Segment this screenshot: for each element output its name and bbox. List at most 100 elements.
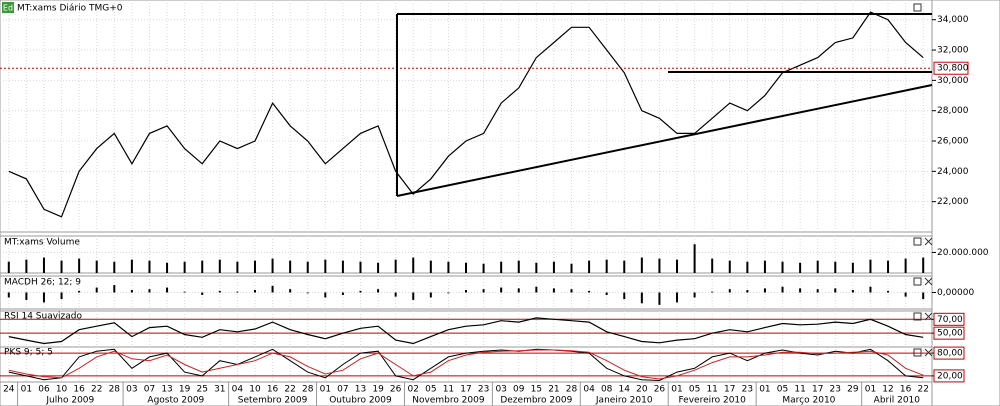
badge: Ed: [3, 4, 13, 13]
bar: [781, 286, 784, 293]
bar: [166, 262, 169, 273]
bar: [922, 257, 925, 273]
month-label: Novembro 2009: [412, 396, 485, 406]
bar: [253, 290, 256, 293]
bar: [693, 244, 696, 273]
bar: [341, 260, 344, 273]
bar: [359, 261, 362, 273]
bar: [922, 292, 925, 300]
bar: [25, 292, 28, 300]
bar: [253, 260, 256, 273]
bar: [763, 260, 766, 273]
x-tick-label: 20: [636, 385, 648, 395]
bar: [60, 260, 63, 273]
bar: [95, 260, 98, 273]
bar: [130, 290, 133, 293]
maximize-button[interactable]: [913, 237, 922, 246]
bar: [816, 260, 819, 273]
bar: [183, 291, 186, 293]
bar: [869, 286, 872, 293]
bar: [552, 261, 555, 273]
bar: [535, 286, 538, 293]
x-tick-label: 01: [671, 385, 682, 395]
y-tick-label: 70,00: [937, 315, 963, 325]
x-tick-label: 03: [126, 385, 137, 395]
bar: [482, 289, 485, 293]
x-tick-label: 01: [21, 385, 32, 395]
bar: [482, 263, 485, 273]
month-label: Agosto 2009: [147, 396, 204, 406]
bar: [377, 289, 380, 293]
panel-buttons: [913, 3, 933, 357]
bar: [799, 262, 802, 273]
close-button[interactable]: [924, 237, 933, 246]
y-tick-label: 24,000: [937, 167, 969, 177]
x-tick-label: 01: [320, 385, 331, 395]
x-tick-label: 29: [847, 385, 859, 395]
x-tick-label: 02: [408, 385, 419, 395]
x-tick-label: 05: [425, 385, 436, 395]
bar: [693, 292, 696, 298]
bar: [201, 292, 204, 295]
x-tick-label: 01: [865, 385, 876, 395]
bar: [676, 259, 679, 273]
x-tick-label: 25: [196, 385, 207, 395]
bar: [236, 291, 239, 293]
data-line: [8, 348, 924, 382]
close-button[interactable]: [924, 277, 933, 286]
x-tick-label: 23: [742, 385, 753, 395]
x-tick-label: 04: [232, 385, 244, 395]
bar: [570, 289, 573, 293]
bar: [359, 290, 362, 293]
maximize-button[interactable]: [913, 3, 922, 12]
x-tick-label: 22: [917, 385, 928, 395]
x-tick-label: 01: [759, 385, 770, 395]
maximize-button[interactable]: [913, 348, 922, 357]
month-label: Outubro 2009: [329, 396, 392, 406]
bar: [166, 287, 169, 293]
month-label: Abril 2010: [874, 396, 921, 406]
bar: [676, 292, 679, 303]
y-tick-label: 20.000.000: [937, 248, 989, 258]
x-tick-label: 17: [724, 385, 735, 395]
panel-title[interactable]: RSI 14 Suavizado: [4, 312, 83, 322]
bar: [412, 292, 415, 300]
bar: [658, 258, 661, 273]
bar: [465, 262, 467, 273]
panel-title[interactable]: MT:xams Diário TMG+0: [17, 4, 123, 14]
bar: [25, 259, 28, 273]
close-button[interactable]: [924, 312, 933, 321]
panel-title: PKS 9; 5; 5: [4, 348, 53, 358]
bar: [95, 287, 98, 293]
bar: [711, 291, 714, 293]
bar: [763, 288, 766, 293]
bar: [113, 285, 116, 293]
x-tick-label: 13: [355, 385, 366, 395]
x-tick-label: 31: [214, 385, 225, 395]
bar: [816, 289, 819, 293]
x-tick-label: 28: [109, 385, 121, 395]
x-tick-label: 23: [478, 385, 489, 395]
maximize-button[interactable]: [913, 312, 922, 321]
x-tick-label: 22: [284, 385, 295, 395]
bar: [904, 258, 907, 273]
maximize-button[interactable]: [913, 277, 922, 286]
panel-title: MACDH 26; 12; 9: [4, 278, 81, 288]
bar: [640, 257, 643, 273]
x-tick-label: 12: [882, 385, 893, 395]
bar: [429, 260, 432, 273]
bar: [42, 257, 45, 273]
x-tick-label: 17: [460, 385, 471, 395]
tick-label-box: [933, 346, 965, 360]
close-button[interactable]: [924, 348, 933, 357]
bar: [605, 259, 608, 273]
x-tick-label: 28: [302, 385, 314, 395]
x-tick-label: 13: [161, 385, 172, 395]
trend-drawings: [396, 13, 933, 197]
x-tick-label: 03: [495, 385, 506, 395]
bar: [887, 290, 890, 293]
x-tick-label: 22: [91, 385, 102, 395]
bar: [658, 292, 661, 305]
